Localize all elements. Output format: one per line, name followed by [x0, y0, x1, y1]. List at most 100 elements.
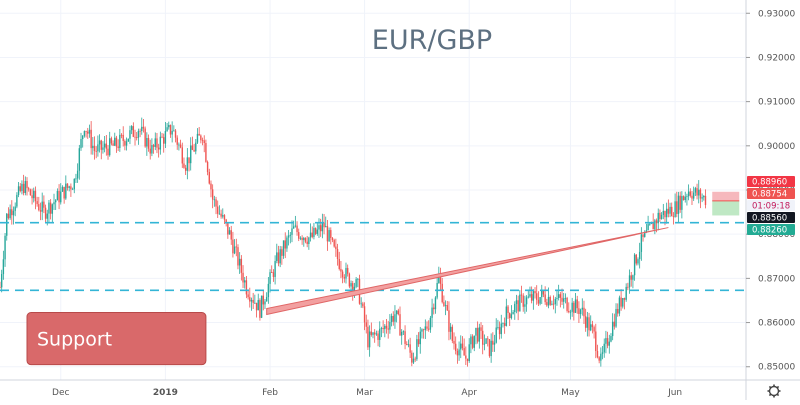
- candle-body: [272, 272, 275, 277]
- candle-body: [38, 204, 40, 211]
- price-label-text: 0.88560: [752, 214, 787, 224]
- candle-body: [400, 331, 403, 336]
- candle-body: [54, 200, 57, 203]
- candle-body: [598, 357, 600, 361]
- candle-body: [68, 186, 70, 188]
- candle-body: [161, 136, 163, 138]
- candle-body: [171, 130, 173, 135]
- candle-body: [308, 237, 310, 244]
- candle-body: [17, 186, 20, 195]
- candle-body: [625, 286, 627, 300]
- candle-body: [215, 199, 217, 207]
- candle-body: [637, 259, 639, 264]
- candle-body: [100, 140, 102, 150]
- candle-body: [184, 167, 187, 171]
- candle-body: [26, 181, 28, 189]
- candle-body: [644, 232, 646, 237]
- candle-body: [318, 225, 320, 230]
- candle-body: [525, 297, 528, 305]
- candle-body: [163, 137, 165, 144]
- candle-body: [102, 147, 104, 150]
- candle-body: [149, 148, 151, 154]
- candle-body: [581, 307, 583, 310]
- candle-body: [60, 191, 62, 203]
- candle-body: [80, 139, 82, 149]
- candle-body: [552, 303, 555, 305]
- candle-body: [522, 295, 524, 307]
- candle-body: [250, 299, 253, 302]
- y-tick-label: 0.93000: [758, 9, 795, 19]
- candle-body: [549, 296, 551, 305]
- candle-body: [596, 350, 599, 358]
- candle-body: [33, 190, 35, 199]
- candle-body: [463, 348, 465, 356]
- candle-body: [151, 145, 153, 154]
- price-label: 0.88260: [747, 224, 795, 236]
- candle-body: [392, 315, 394, 322]
- candle-body: [593, 327, 595, 332]
- candle-body: [98, 140, 101, 145]
- chart-settings-button[interactable]: [767, 384, 781, 398]
- candle-body: [574, 299, 577, 313]
- candle-body: [129, 130, 131, 139]
- candle-body: [21, 183, 23, 191]
- candle-body: [368, 331, 371, 348]
- candle-body: [520, 294, 523, 296]
- candle-body: [92, 145, 94, 149]
- candle-body: [346, 267, 349, 274]
- candle-body: [267, 283, 270, 298]
- position-box-group: [712, 191, 740, 216]
- candle-body: [43, 201, 45, 208]
- candle-body: [262, 295, 264, 305]
- candle-body: [603, 343, 605, 353]
- candle-body: [465, 355, 467, 359]
- candle-body: [397, 310, 400, 315]
- candle-body: [304, 237, 307, 242]
- candle-body: [679, 195, 681, 210]
- candle-body: [385, 325, 388, 329]
- candle-body: [537, 299, 540, 304]
- candle-body: [480, 327, 482, 331]
- candle-body: [276, 252, 278, 261]
- candle-body: [225, 219, 227, 223]
- candle-body: [704, 195, 707, 205]
- candle-body: [174, 130, 177, 138]
- candle-body: [375, 333, 378, 335]
- candle-body: [611, 321, 614, 337]
- candle-body: [345, 267, 347, 279]
- candle-body: [402, 331, 405, 333]
- candle-body: [4, 235, 6, 260]
- candle-body: [109, 138, 111, 156]
- candle-body: [141, 126, 143, 132]
- candle-body: [103, 143, 106, 148]
- candle-body: [687, 191, 690, 197]
- candle-body: [95, 150, 97, 152]
- candle-body: [120, 134, 123, 136]
- candle-body: [443, 302, 445, 306]
- candle-body: [78, 148, 81, 171]
- candle-body: [482, 330, 484, 345]
- candle-body: [338, 258, 340, 269]
- candle-body: [107, 148, 109, 156]
- candle-body: [701, 197, 703, 199]
- candle-body: [53, 202, 55, 205]
- candle-body: [507, 306, 509, 314]
- candle-body: [458, 349, 460, 356]
- candle-body: [309, 232, 312, 238]
- candle-body: [56, 190, 59, 201]
- candle-body: [63, 186, 65, 199]
- candle-body: [416, 339, 418, 360]
- candle-body: [645, 230, 648, 233]
- candle-body: [282, 240, 285, 256]
- candle-body: [419, 331, 421, 345]
- candle-body: [0, 287, 1, 289]
- candle-body: [168, 124, 170, 128]
- candle-body: [373, 332, 376, 335]
- candle-body: [254, 302, 256, 304]
- candle-body: [357, 278, 359, 280]
- candle-body: [638, 251, 641, 260]
- support-annotation[interactable]: Support: [26, 312, 207, 366]
- candle-body: [154, 138, 156, 147]
- candle-body: [227, 222, 229, 235]
